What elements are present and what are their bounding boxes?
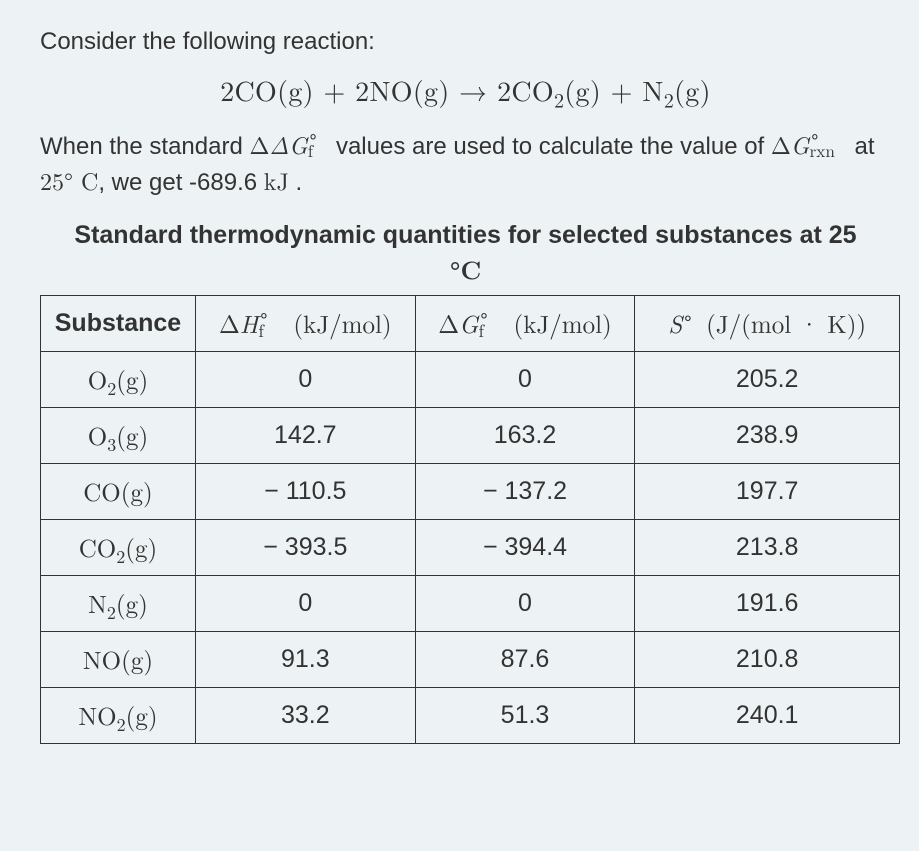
result-value: -689.6 [189,169,257,196]
dhf-cell: 0 [195,351,415,407]
temperature: 25° C [40,163,98,197]
dgf-cell: 87.6 [415,631,635,687]
paragraph-part5: . [289,169,302,196]
s-cell: 238.9 [635,407,900,463]
dhf-cell: 142.7 [195,407,415,463]
table-title: Standard thermodynamic quantities for se… [40,219,891,289]
dhf-cell: 33.2 [195,687,415,743]
table-row: O2(g) 0 0 205.2 [41,351,900,407]
table-title-line1: Standard thermodynamic quantities for se… [74,221,856,249]
col-s: S∘ (J/(mol · K)) [635,295,900,351]
s-cell: 191.6 [635,575,900,631]
substance-cell: O2(g) [41,351,196,407]
result-unit: kJ [264,163,289,197]
thermo-table: Substance ΔH∘f (kJ/mol) ΔG∘f (kJ/mol) S∘… [40,295,900,744]
substance-cell: O3(g) [41,407,196,463]
dhf-cell: 0 [195,575,415,631]
s-cell: 213.8 [635,519,900,575]
substance-cell: NO2(g) [41,687,196,743]
paragraph-part2: values are used to calculate the value o… [336,133,771,160]
substance-cell: CO2(g) [41,519,196,575]
dhf-cell: − 110.5 [195,463,415,519]
paragraph: When the standard ΔΔG∘f values are used … [40,128,891,199]
table-row: O3(g) 142.7 163.2 238.9 [41,407,900,463]
paragraph-part3: at [855,133,875,160]
reaction-equation: 2CO(g) + 2NO(g) → 2CO2(g) + N2(g) [40,70,891,110]
dgf-cell: 163.2 [415,407,635,463]
table-header-row: Substance ΔH∘f (kJ/mol) ΔG∘f (kJ/mol) S∘… [41,295,900,351]
paragraph-part1: When the standard [40,133,249,160]
dgf-cell: 0 [415,351,635,407]
table-body: O2(g) 0 0 205.2 O3(g) 142.7 163.2 238.9 … [41,351,900,743]
substance-cell: N2(g) [41,575,196,631]
intro-text: Consider the following reaction: [40,28,891,56]
table-row: CO(g) − 110.5 − 137.2 197.7 [41,463,900,519]
s-cell: 205.2 [635,351,900,407]
dhf-cell: 91.3 [195,631,415,687]
substance-cell: CO(g) [41,463,196,519]
paragraph-part4: , we get [98,169,189,196]
dhf-cell: − 393.5 [195,519,415,575]
table-title-line2: °C [450,252,482,287]
s-cell: 197.7 [635,463,900,519]
substance-cell: NO(g) [41,631,196,687]
col-substance: Substance [41,295,196,351]
delta-g-f-symbol: ΔΔG∘f [249,128,329,162]
dgf-cell: − 137.2 [415,463,635,519]
table-row: N2(g) 0 0 191.6 [41,575,900,631]
col-dhf: ΔH∘f (kJ/mol) [195,295,415,351]
delta-g-rxn-symbol: ΔG∘rxn [771,128,848,162]
table-row: CO2(g) − 393.5 − 394.4 213.8 [41,519,900,575]
s-cell: 240.1 [635,687,900,743]
dgf-cell: − 394.4 [415,519,635,575]
table-row: NO(g) 91.3 87.6 210.8 [41,631,900,687]
col-dgf: ΔG∘f (kJ/mol) [415,295,635,351]
dgf-cell: 51.3 [415,687,635,743]
dgf-cell: 0 [415,575,635,631]
table-row: NO2(g) 33.2 51.3 240.1 [41,687,900,743]
s-cell: 210.8 [635,631,900,687]
